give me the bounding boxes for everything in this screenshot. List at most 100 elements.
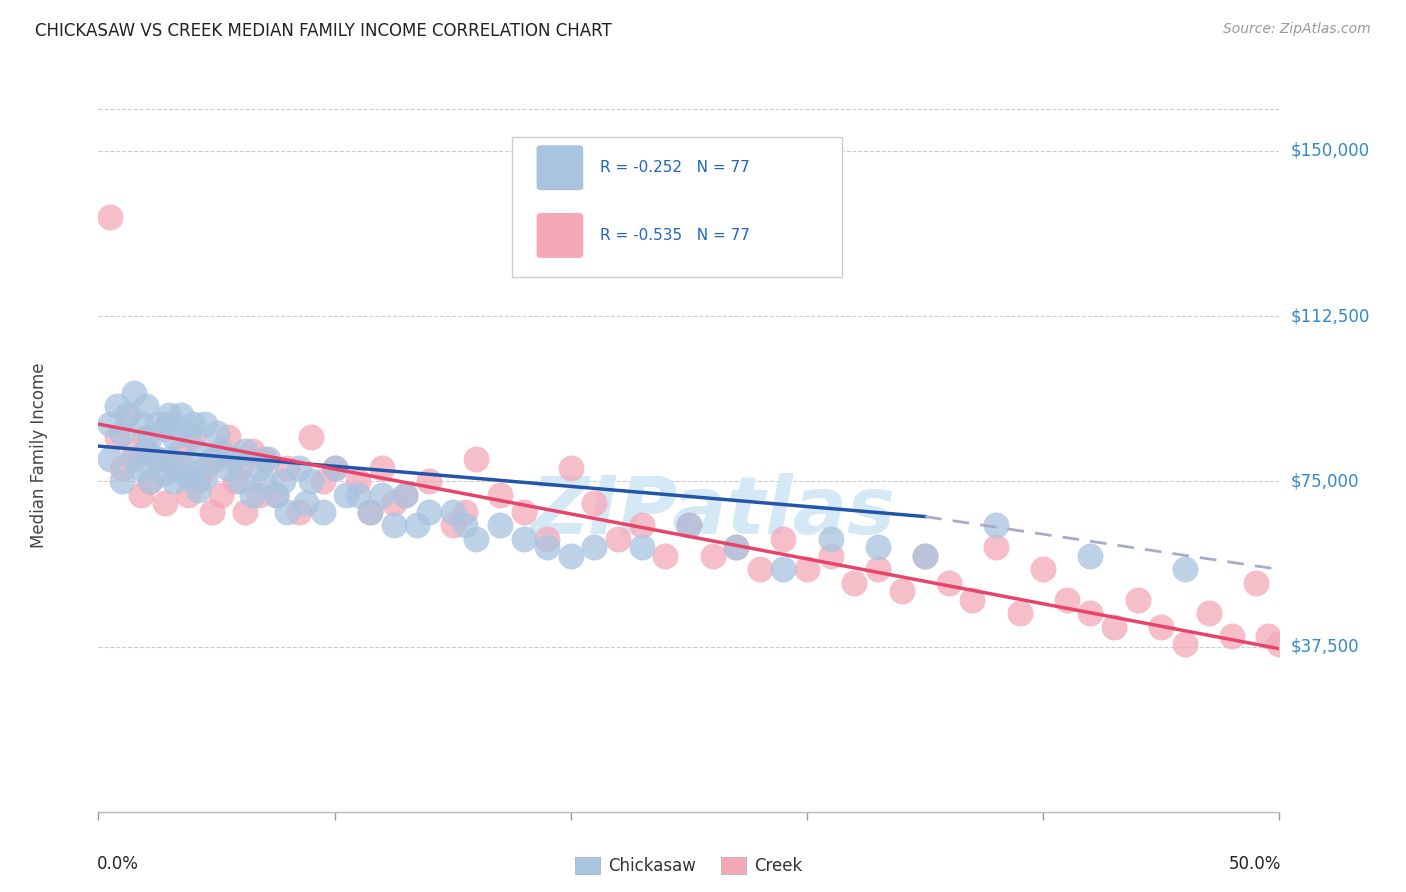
Point (240, 487, 263, 501)
Point (323, 461, 346, 475)
Text: $37,500: $37,500 (1291, 638, 1360, 656)
Point (98, 210, 121, 224)
Point (229, 475, 252, 489)
Point (139, 475, 162, 489)
Point (115, 409, 138, 423)
Point (264, 487, 287, 501)
Point (312, 475, 335, 489)
Point (146, 417, 169, 431)
Point (111, 475, 134, 489)
Point (157, 409, 180, 423)
Point (1056, 593, 1078, 607)
Text: $150,000: $150,000 (1291, 142, 1369, 160)
Point (253, 452, 276, 467)
Point (111, 425, 134, 440)
Point (347, 487, 370, 501)
Point (288, 505, 311, 519)
Point (359, 505, 381, 519)
Text: 50.0%: 50.0% (1229, 855, 1281, 872)
Point (288, 461, 311, 475)
Point (157, 452, 180, 467)
Point (654, 549, 676, 564)
Point (170, 443, 193, 458)
Point (465, 532, 488, 546)
Point (299, 475, 322, 489)
Point (1150, 620, 1173, 634)
Point (115, 409, 138, 423)
Point (146, 452, 169, 467)
Point (1220, 628, 1243, 642)
Point (181, 430, 204, 444)
Point (820, 549, 842, 564)
Point (583, 541, 606, 555)
Point (170, 409, 193, 423)
Point (607, 532, 630, 546)
Point (129, 461, 152, 475)
Point (187, 483, 209, 498)
Point (406, 518, 429, 533)
Point (938, 575, 960, 590)
Point (122, 386, 145, 401)
Point (820, 532, 842, 546)
Point (153, 466, 176, 480)
Point (257, 452, 280, 467)
Point (560, 549, 582, 564)
Point (1102, 620, 1125, 634)
Text: CHICKASAW VS CREEK MEDIAN FAMILY INCOME CORRELATION CHART: CHICKASAW VS CREEK MEDIAN FAMILY INCOME … (35, 22, 612, 40)
Point (240, 443, 263, 458)
Point (135, 430, 157, 444)
Point (111, 461, 134, 475)
Point (1257, 628, 1279, 642)
Legend: Chickasaw, Creek: Chickasaw, Creek (568, 850, 810, 882)
Point (772, 562, 794, 576)
Point (276, 461, 298, 475)
Point (382, 518, 405, 533)
Point (371, 487, 394, 501)
Point (1126, 593, 1149, 607)
Point (453, 505, 475, 519)
Point (187, 475, 209, 489)
Point (201, 505, 224, 519)
Point (146, 452, 169, 467)
Point (217, 430, 239, 444)
Point (194, 417, 217, 431)
FancyBboxPatch shape (537, 213, 583, 258)
Point (371, 461, 394, 475)
Point (866, 562, 889, 576)
Point (441, 518, 464, 533)
Point (748, 562, 770, 576)
Point (276, 505, 298, 519)
Point (181, 466, 204, 480)
Point (394, 487, 416, 501)
Point (224, 452, 246, 467)
Point (312, 505, 335, 519)
Point (489, 518, 512, 533)
Point (453, 518, 475, 533)
Point (105, 430, 128, 444)
Point (1244, 575, 1267, 590)
Point (560, 461, 582, 475)
Point (105, 400, 128, 414)
Point (229, 461, 252, 475)
Text: Source: ZipAtlas.com: Source: ZipAtlas.com (1223, 22, 1371, 37)
Point (335, 487, 357, 501)
Point (1008, 607, 1031, 621)
Point (299, 430, 322, 444)
Point (1174, 562, 1197, 576)
FancyBboxPatch shape (537, 145, 583, 190)
Point (271, 475, 294, 489)
Point (465, 452, 488, 467)
Point (1080, 549, 1102, 564)
Point (122, 452, 145, 467)
Text: Median Family Income: Median Family Income (31, 362, 48, 548)
Point (1268, 637, 1291, 651)
Point (205, 425, 228, 440)
Point (1174, 637, 1197, 651)
Text: R = -0.535   N = 77: R = -0.535 N = 77 (600, 228, 751, 243)
Point (170, 461, 193, 475)
Point (1080, 607, 1102, 621)
Point (98, 452, 121, 467)
Point (129, 417, 152, 431)
Point (139, 430, 162, 444)
Point (382, 496, 405, 510)
